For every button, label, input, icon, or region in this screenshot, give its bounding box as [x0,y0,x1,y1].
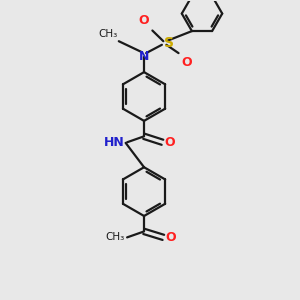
Text: O: O [165,136,175,149]
Text: N: N [139,50,149,63]
Text: HN: HN [104,136,125,149]
Text: S: S [164,36,174,50]
Text: CH₃: CH₃ [98,29,117,39]
Text: CH₃: CH₃ [105,232,124,242]
Text: O: O [182,56,192,69]
Text: O: O [166,231,176,244]
Text: O: O [139,14,149,27]
